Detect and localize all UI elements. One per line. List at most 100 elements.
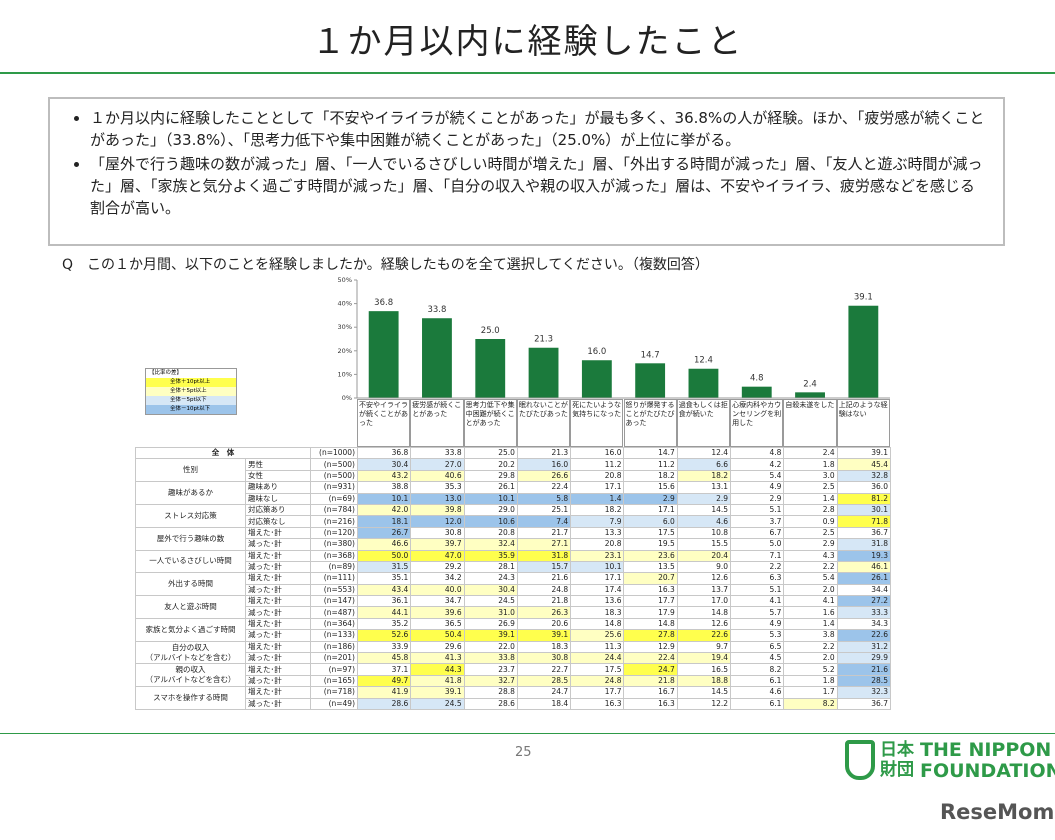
table-cell: 14.8	[623, 617, 678, 631]
table-row: 減った･計 (n=380) 46.6 39.7 32.4 27.1 20.8 19.5 15.5…	[136, 538, 891, 551]
table-cell: 11.2	[623, 458, 678, 471]
table-row: 友人と遊ぶ時間 増えた･計 (n=147) 36.1 34.7 24.5 21.8 13.6 1…	[135, 595, 891, 619]
table-cell: 23.6	[623, 549, 678, 562]
row-n: (n=718)	[310, 686, 358, 699]
table-cell: 10.8	[676, 526, 732, 540]
table-cell: 12.6	[676, 572, 732, 585]
group-label-line: 一人でいるさびしい時間	[149, 556, 232, 566]
table-cell: 31.8	[516, 549, 572, 562]
table-cell: 28.5	[516, 674, 572, 688]
bar	[422, 318, 452, 398]
table-cell: 81.2	[836, 492, 891, 505]
row-n: (n=69)	[310, 492, 358, 505]
table-cell: 34.2	[410, 572, 465, 585]
table-cell: 16.3	[623, 583, 678, 597]
summary-bullet: １か月以内に経験したこととして「不安やイライラが続くことがあった」が最も多く、3…	[90, 107, 985, 151]
table-cell: 24.5	[410, 697, 465, 711]
row-n: (n=931)	[310, 481, 358, 494]
table-cell: 33.3	[836, 606, 891, 619]
row-label: 減った･計	[245, 583, 311, 597]
row-n: (n=186)	[310, 640, 358, 654]
value-label: 25.0	[481, 326, 500, 336]
table-cell: 3.8	[783, 629, 838, 642]
row-n: (n=784)	[310, 503, 358, 517]
table-cell: 33.9	[356, 640, 412, 654]
table-cell: 2.9	[623, 492, 678, 505]
table-cell: 24.8	[570, 674, 625, 688]
table-cell: 30.1	[836, 503, 891, 517]
table-row: 屋外で行う趣味の数 増えた･計 (n=120) 26.7 30.8 20.8 21.7 13.…	[135, 526, 891, 551]
table-cell: 1.4	[570, 492, 625, 505]
table-cell: 22.6	[676, 629, 732, 642]
table-cell: 22.6	[836, 629, 891, 642]
group-label: 一人でいるさびしい時間	[135, 549, 246, 574]
table-cell: 21.7	[516, 526, 572, 540]
category-label: 不安やイライラが続くことがあった	[357, 399, 411, 447]
row-n: (n=111)	[310, 572, 358, 585]
table-cell: 18.1	[356, 515, 412, 528]
table-cell: 29.9	[836, 652, 891, 665]
table-row: 減った･計 (n=553) 43.4 40.0 30.4 24.8 17.4 16.3 13.7…	[136, 583, 891, 597]
table-row: ストレス対応策 対応策あり (n=784) 42.0 39.8 29.0 25.1 18.2 1…	[135, 503, 891, 528]
table-cell: 6.3	[730, 572, 785, 585]
y-tick-label: 40%	[338, 300, 352, 308]
value-label: 36.8	[374, 298, 393, 308]
table-cell: 30.4	[463, 583, 518, 597]
table-cell: 16.5	[676, 663, 732, 676]
bar	[795, 392, 825, 398]
row-label: 増えた･計	[245, 640, 311, 654]
table-row: 自分の収入 （アルバイトなどを含む） 増えた･計 (n=186) 33.9 29.6 22.…	[135, 640, 891, 665]
row-label: 減った･計	[245, 629, 311, 642]
table-cell: 71.8	[836, 515, 891, 528]
table-row: 減った･計 (n=89) 31.5 29.2 28.1 15.7 10.1 13.5 9.0 2.…	[136, 560, 891, 574]
y-tick-label: 10%	[338, 370, 352, 378]
table-cell: 17.5	[570, 663, 625, 676]
row-n: (n=89)	[310, 560, 358, 574]
logo-text: THE NIPPON FOUNDATION	[920, 740, 1055, 782]
table-cell: 20.2	[463, 458, 518, 471]
table-cell: 21.6	[516, 572, 572, 585]
table-cell: 22.7	[516, 663, 572, 676]
bar-chart: 0% 10% 20% 30% 40% 50% 36.8 33.8 25.0 21.3 16.0 14.…	[338, 276, 890, 402]
table-cell: 18.2	[676, 469, 732, 483]
category-label: 上記のような経験はない	[836, 399, 890, 447]
table-cell: 25.1	[516, 503, 572, 517]
table-cell: 21.3	[516, 446, 572, 460]
table-cell: 28.8	[463, 686, 518, 699]
table-row: 一人でいるさびしい時間 増えた･計 (n=368) 50.0 47.0 35.9 31.8 2…	[135, 549, 891, 574]
table-cell: 24.7	[516, 686, 572, 699]
bar	[528, 347, 559, 398]
table-cell: 2.0	[783, 652, 838, 665]
row-label: 増えた･計	[245, 663, 311, 676]
table-cell: 46.1	[836, 560, 891, 574]
table-cell: 1.4	[783, 617, 838, 631]
table-cell: 12.4	[676, 446, 732, 460]
category-label: 怒りが爆発することがたびたびあった	[623, 399, 677, 447]
legend-title: 【比率の差】	[149, 370, 183, 376]
table-cell: 11.2	[570, 458, 625, 471]
table-cell: 15.7	[516, 560, 572, 574]
table-cell: 12.9	[623, 640, 678, 654]
row-label: 全 体	[135, 446, 311, 460]
table-cell: 38.8	[356, 481, 412, 494]
table-cell: 8.2	[730, 663, 785, 676]
table-cell: 23.1	[570, 549, 625, 562]
table-cell: 17.7	[623, 595, 678, 608]
logo-icon	[845, 740, 875, 780]
table-cell: 26.7	[356, 526, 412, 540]
y-tick-label: 50%	[338, 276, 352, 284]
group-label: 性別	[135, 458, 246, 483]
table-cell: 4.6	[730, 686, 785, 699]
row-label: 増えた･計	[245, 595, 311, 608]
table-cell: 11.3	[570, 640, 625, 654]
table-cell: 39.1	[516, 629, 572, 642]
table-cell: 33.8	[410, 446, 465, 460]
table-cell: 36.1	[356, 595, 412, 608]
table-cell: 26.9	[463, 617, 518, 631]
table-cell: 4.1	[730, 595, 785, 608]
table-cell: 5.4	[730, 469, 785, 483]
table-cell: 26.3	[516, 606, 572, 619]
page-number: 25	[515, 745, 532, 760]
table-cell: 43.2	[356, 469, 412, 483]
table-cell: 43.4	[356, 583, 412, 597]
